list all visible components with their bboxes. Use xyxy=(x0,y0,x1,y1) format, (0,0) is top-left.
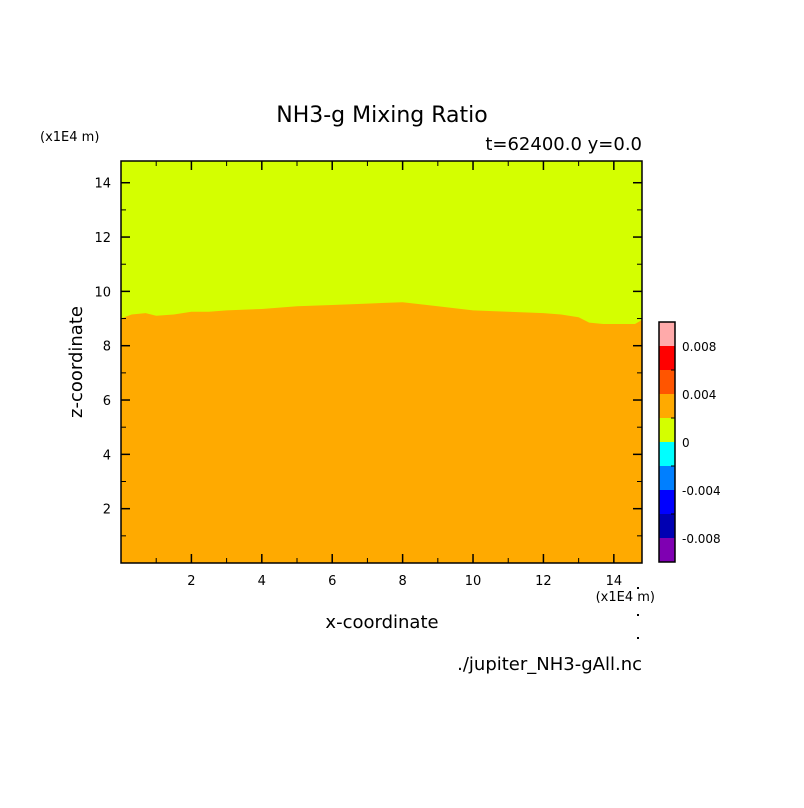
y-tick-label: 8 xyxy=(103,340,111,355)
colorbar: 0.008 0.004 0 -0.004 -0.008 xyxy=(658,321,721,563)
y-tick-label: 12 xyxy=(94,231,111,246)
x-axis-label: x-coordinate xyxy=(325,612,438,633)
colorbar-swatch xyxy=(659,466,675,490)
chart-subtitle: t=62400.0 y=0.0 xyxy=(485,134,642,155)
colorbar-swatch xyxy=(659,538,675,562)
colorbar-swatch xyxy=(659,514,675,538)
x-tick-label: 8 xyxy=(398,574,406,589)
x-tick-label: 14 xyxy=(606,574,623,589)
y-tick-label: 6 xyxy=(103,394,111,409)
lower-region xyxy=(121,302,642,563)
colorbar-swatch xyxy=(659,490,675,514)
file-footer: ./jupiter_NH3-gAll.nc xyxy=(457,654,642,675)
x-tick-label: 12 xyxy=(535,574,552,589)
colorbar-swatch xyxy=(659,322,675,346)
x-tick-label: 10 xyxy=(465,574,482,589)
plot-area: 2 4 6 8 10 12 14 2 4 6 8 10 12 14 xyxy=(94,160,643,589)
y-axis-label: z-coordinate xyxy=(66,306,87,418)
x-axis-ticks: 2 4 6 8 10 12 14 xyxy=(155,161,623,589)
y-axis-ticks: 2 4 6 8 10 12 14 xyxy=(94,177,642,537)
plot-frame xyxy=(120,160,643,564)
colorbar-swatch xyxy=(659,394,675,418)
colorbar-tick-label: -0.008 xyxy=(682,532,721,546)
y-tick-label: 2 xyxy=(103,503,111,518)
chart-title: NH3-g Mixing Ratio xyxy=(276,103,488,128)
x-tick-label: 6 xyxy=(328,574,336,589)
colorbar-tick-label: 0.004 xyxy=(682,388,716,402)
colorbar-tick-label: 0 xyxy=(682,436,690,450)
dot-marker xyxy=(637,637,639,639)
dot-marker xyxy=(637,587,639,589)
y-tick-label: 10 xyxy=(94,285,111,300)
colorbar-frame xyxy=(658,321,676,563)
y-tick-label: 4 xyxy=(103,448,111,463)
x-tick-label: 2 xyxy=(187,574,195,589)
colorbar-swatch xyxy=(659,442,675,466)
colorbar-tick-label: 0.008 xyxy=(682,340,716,354)
dot-marker xyxy=(637,614,639,616)
colorbar-swatch xyxy=(659,370,675,394)
x-tick-label: 4 xyxy=(258,574,266,589)
colorbar-swatch xyxy=(659,418,675,442)
colorbar-tick-label: -0.004 xyxy=(682,484,721,498)
y-tick-label: 14 xyxy=(94,177,111,192)
colorbar-swatch xyxy=(659,346,675,370)
x-unit-label: (x1E4 m) xyxy=(596,590,655,605)
y-unit-label: (x1E4 m) xyxy=(40,130,99,145)
